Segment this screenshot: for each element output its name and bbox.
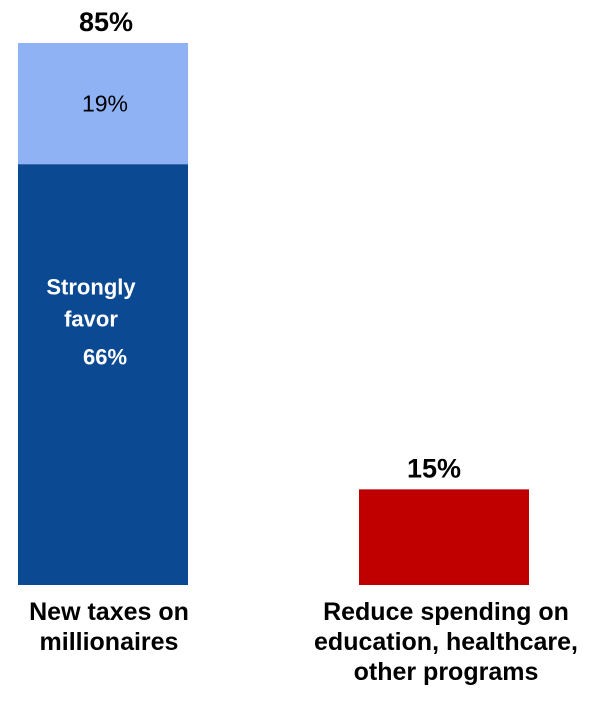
segment-label-0-0-1: favor	[64, 307, 118, 332]
category-label-1-2: other programs	[354, 658, 539, 686]
category-label-1-0: Reduce spending on	[323, 598, 569, 626]
bar-segment-0-1	[18, 43, 188, 165]
bar-total-label-0: 85%	[79, 7, 133, 37]
category-label-0-1: millionaires	[40, 628, 179, 656]
segment-value-label-0-0: 66%	[83, 345, 127, 370]
bar-total-label-1: 15%	[407, 453, 461, 483]
bar-segment-0-0	[18, 164, 188, 585]
category-label-1-1: education, healthcare,	[314, 628, 578, 656]
labels-layer: Strongly favor 66% 19% 85% New taxes onmillio…	[29, 7, 578, 686]
bar-segment-1-0	[359, 489, 529, 585]
bars-layer	[18, 43, 529, 585]
segment-value-label-0-1: 19%	[82, 91, 128, 117]
category-label-0-0: New taxes on	[29, 598, 189, 626]
segment-label-0-0-0: Strongly	[46, 275, 136, 300]
